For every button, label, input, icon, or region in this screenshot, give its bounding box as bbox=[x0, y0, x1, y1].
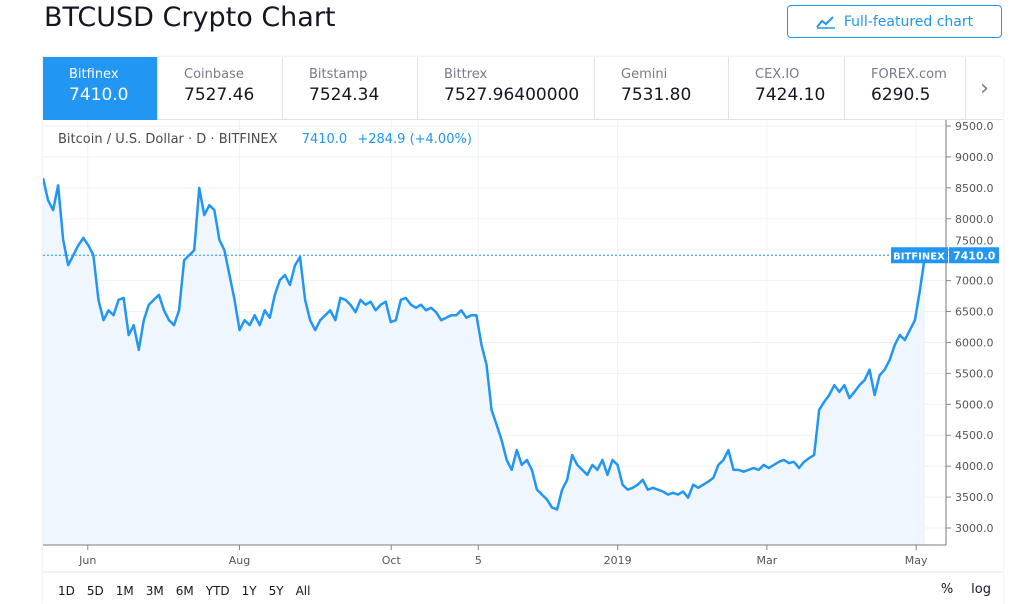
range-button-3m[interactable]: 3M bbox=[145, 584, 164, 598]
y-tick-label: 6500.0 bbox=[955, 306, 994, 319]
price-line bbox=[43, 177, 927, 511]
exchange-tag-label: BITFINEX bbox=[893, 251, 945, 262]
y-tick-label: 7500.0 bbox=[955, 234, 994, 247]
exchange-name: Gemini bbox=[621, 67, 668, 82]
percent-scale-button[interactable]: % bbox=[940, 582, 954, 597]
chart-legend: Bitcoin / U.S. Dollar · D · BITFINEX 741… bbox=[58, 132, 472, 147]
price-area bbox=[43, 177, 925, 545]
range-button-1y[interactable]: 1Y bbox=[241, 584, 257, 598]
y-tick-label: 8000.0 bbox=[955, 213, 994, 226]
x-tick-label: Mar bbox=[757, 554, 778, 567]
symbol-label: Bitcoin / U.S. Dollar · D · BITFINEX bbox=[58, 132, 278, 147]
exchange-price: 7424.10 bbox=[755, 85, 826, 105]
y-tick-label: 5000.0 bbox=[955, 398, 994, 411]
y-tick-label: 9500.0 bbox=[955, 120, 994, 133]
y-tick-label: 4000.0 bbox=[955, 460, 994, 473]
y-tick-label: 3500.0 bbox=[955, 491, 994, 504]
exchange-tab-gemini[interactable]: Gemini 7531.80 bbox=[595, 57, 729, 120]
scale-options: % log bbox=[941, 582, 991, 597]
y-tick-label: 7000.0 bbox=[955, 275, 994, 288]
page-title: BTCUSD Crypto Chart bbox=[44, 2, 336, 33]
exchange-name: FOREX.com bbox=[871, 67, 947, 82]
exchange-tag bbox=[891, 247, 948, 264]
exchange-tab-forexcom[interactable]: FOREX.com 6290.5 bbox=[845, 57, 966, 120]
range-button-5y[interactable]: 5Y bbox=[268, 584, 284, 598]
exchange-price: 7410.0 bbox=[69, 85, 129, 105]
last-price: 7410.0 bbox=[301, 132, 348, 147]
x-tick-label: May bbox=[905, 554, 928, 567]
exchange-tab-bitstamp[interactable]: Bitstamp 7524.34 bbox=[283, 57, 418, 120]
exchange-price: 7527.96400000 bbox=[444, 85, 580, 105]
price-chart[interactable]: 9500.0 9000.0 8500.0 8000.0 7500.0 7000.0 6500… bbox=[43, 57, 1003, 604]
exchange-tab-cexio[interactable]: CEX.IO 7424.10 bbox=[729, 57, 845, 120]
x-tick-label: Aug bbox=[229, 554, 250, 567]
x-tick-label: Jun bbox=[78, 554, 96, 567]
range-button-1d[interactable]: 1D bbox=[58, 584, 75, 598]
range-button-all[interactable]: All bbox=[295, 584, 311, 598]
exchange-tab-coinbase[interactable]: Coinbase 7527.46 bbox=[158, 57, 283, 120]
full-featured-chart-label: Full-featured chart bbox=[843, 13, 974, 30]
exchange-name: Coinbase bbox=[184, 67, 244, 82]
y-tick-label: 5500.0 bbox=[955, 367, 994, 380]
exchange-price: 7527.46 bbox=[184, 85, 255, 105]
x-tick-label: 2019 bbox=[604, 554, 632, 567]
y-tick-label: 3000.0 bbox=[955, 522, 994, 535]
exchange-name: Bitfinex bbox=[69, 67, 119, 82]
x-tick-label: 5 bbox=[475, 554, 482, 567]
x-tick-label: Oct bbox=[382, 554, 402, 567]
price-change: +284.9 (+4.00%) bbox=[357, 132, 472, 147]
exchange-price: 7531.80 bbox=[621, 85, 692, 105]
chart-icon bbox=[816, 15, 835, 29]
exchange-tabs: Bitfinex 7410.0 Coinbase 7527.46 Bitstamp 752… bbox=[43, 57, 1003, 120]
log-scale-button[interactable]: log bbox=[971, 582, 991, 597]
last-price-tag-label: 7410.0 bbox=[953, 249, 996, 262]
range-selector: 1D 5D 1M 3M 6M YTD 1Y 5Y All bbox=[58, 584, 310, 598]
y-tick-label: 9000.0 bbox=[955, 151, 994, 164]
last-price-tag bbox=[949, 247, 999, 264]
exchange-price: 7524.34 bbox=[309, 85, 380, 105]
exchange-price: 6290.5 bbox=[871, 85, 931, 105]
range-button-1m[interactable]: 1M bbox=[115, 584, 134, 598]
exchange-name: CEX.IO bbox=[755, 67, 800, 82]
exchange-name: Bitstamp bbox=[309, 67, 368, 82]
y-tick-label: 4500.0 bbox=[955, 429, 994, 442]
exchange-tab-bittrex[interactable]: Bittrex 7527.96400000 bbox=[418, 57, 595, 120]
range-button-5d[interactable]: 5D bbox=[86, 584, 104, 598]
full-featured-chart-button[interactable]: Full-featured chart bbox=[787, 5, 1002, 38]
range-button-6m[interactable]: 6M bbox=[175, 584, 194, 598]
exchange-tab-bitfinex[interactable]: Bitfinex 7410.0 bbox=[43, 57, 158, 120]
range-button-ytd[interactable]: YTD bbox=[205, 584, 230, 598]
y-tick-label: 8500.0 bbox=[955, 182, 994, 195]
chevron-right-icon[interactable]: › bbox=[980, 75, 989, 101]
exchange-name: Bittrex bbox=[444, 67, 488, 82]
chart-widget: Bitfinex 7410.0 Coinbase 7527.46 Bitstamp 752… bbox=[43, 57, 1003, 604]
y-tick-label: 6000.0 bbox=[955, 336, 994, 349]
